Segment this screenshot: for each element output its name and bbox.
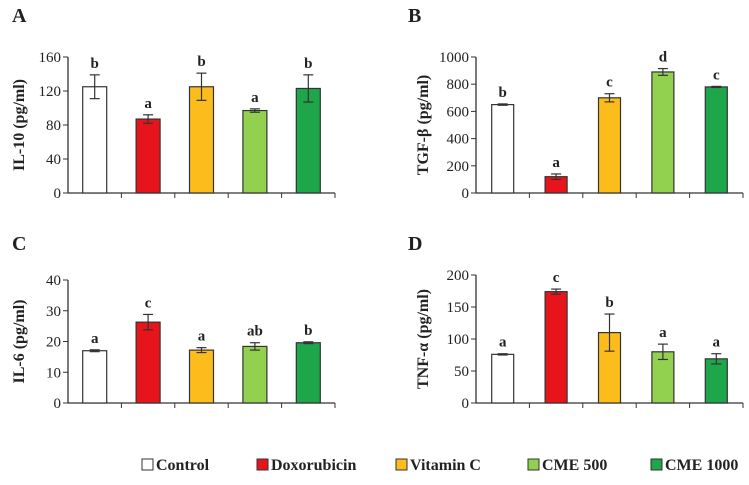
legend-swatch [256, 458, 269, 471]
significance-letter: b [197, 54, 205, 70]
significance-letter: a [144, 96, 152, 112]
significance-letter: ab [247, 324, 263, 340]
significance-letter: c [606, 75, 613, 91]
panel-d: D 0 50 100 150 200 TNF-α (pg/ml) a c b a a [408, 233, 744, 412]
panel-label: C [12, 233, 26, 255]
legend-label: CME 500 [542, 457, 607, 474]
bar-vitamin-c [597, 97, 622, 194]
y-axis-label: IL-6 (pg/ml) [11, 300, 28, 384]
y-tick-label: 150 [447, 300, 470, 316]
y-tick-label: 800 [447, 77, 470, 93]
y-tick-label: 30 [46, 304, 61, 320]
y-tick-label: 120 [39, 84, 62, 100]
bar-cme-500 [651, 71, 675, 194]
y-axis-label: TGF-β (pg/ml) [415, 75, 432, 175]
bar-doxorubicin [135, 118, 161, 194]
legend-label: Vitamin C [410, 457, 481, 474]
significance-letter: b [304, 56, 312, 72]
y-tick-label: 0 [54, 396, 62, 412]
y-tick-label: 0 [462, 396, 470, 412]
significance-letter: c [145, 295, 152, 311]
y-tick-label: 40 [46, 152, 61, 168]
y-tick-label: 0 [462, 186, 470, 202]
legend-swatch [527, 458, 540, 471]
significance-letter: b [304, 323, 312, 339]
legend-label: Doxorubicin [271, 457, 356, 474]
y-tick-label: 40 [46, 273, 61, 289]
bar-cme-1000 [295, 87, 321, 194]
legend-label: CME 1000 [665, 457, 738, 474]
y-tick-label: 200 [447, 268, 470, 284]
significance-letter: c [713, 67, 720, 83]
significance-letter: a [499, 335, 507, 351]
y-tick-label: 160 [39, 50, 62, 66]
legend-swatch [395, 458, 408, 471]
y-tick-label: 1000 [439, 50, 469, 66]
bar-cme-1000 [295, 342, 321, 404]
significance-letter: a [552, 155, 560, 171]
panel-label: D [408, 233, 422, 255]
panel-a: A 0 40 80 120 160 IL-10 (pg/ml) b a b a b [11, 5, 336, 202]
bar-control [82, 350, 108, 404]
y-tick-label: 200 [447, 159, 470, 175]
significance-letter: b [605, 295, 613, 311]
bar-control [491, 353, 515, 404]
significance-letter: b [499, 85, 507, 101]
legend: Control Doxorubicin Vitamin C CME 500 CME 10… [141, 457, 738, 474]
y-tick-label: 100 [447, 332, 470, 348]
legend-swatch [650, 458, 663, 471]
significance-letter: a [713, 335, 721, 351]
bar-control [82, 86, 108, 194]
significance-letter: a [659, 325, 667, 341]
y-tick-label: 400 [447, 132, 470, 148]
bar-cme-500 [242, 109, 268, 194]
panel-label: A [12, 5, 27, 27]
bar-cme-1000 [704, 86, 728, 194]
panel-label: B [408, 5, 421, 27]
significance-letter: a [251, 90, 259, 106]
bar-doxorubicin [135, 321, 161, 404]
y-tick-label: 600 [447, 104, 470, 120]
panel-c: C 0 10 20 30 40 IL-6 (pg/ml) a c a ab b [11, 233, 336, 412]
significance-letter: a [91, 331, 99, 347]
y-tick-label: 10 [46, 365, 61, 381]
bar-doxorubicin [544, 291, 568, 404]
legend-swatch [141, 458, 154, 471]
y-tick-label: 0 [54, 186, 62, 202]
bar-control [491, 103, 515, 194]
y-tick-label: 50 [454, 364, 469, 380]
significance-letter: d [659, 50, 668, 66]
panel-b: B 0 200 400 600 800 1000 TGF-β (pg/ml) b a c d c [408, 5, 744, 202]
y-axis-label: TNF-α (pg/ml) [415, 289, 432, 389]
bar-vitamin-c [188, 349, 215, 404]
bar-cme-500 [242, 345, 268, 404]
bar-vitamin-c [188, 86, 215, 194]
significance-letter: b [91, 56, 99, 72]
y-tick-label: 20 [46, 335, 61, 351]
significance-letter: a [198, 329, 206, 345]
significance-letter: c [553, 270, 560, 286]
legend-label: Control [156, 457, 210, 474]
y-tick-label: 80 [46, 118, 61, 134]
y-axis-label: IL-10 (pg/ml) [11, 79, 28, 171]
bar-cme-1000 [704, 358, 728, 404]
